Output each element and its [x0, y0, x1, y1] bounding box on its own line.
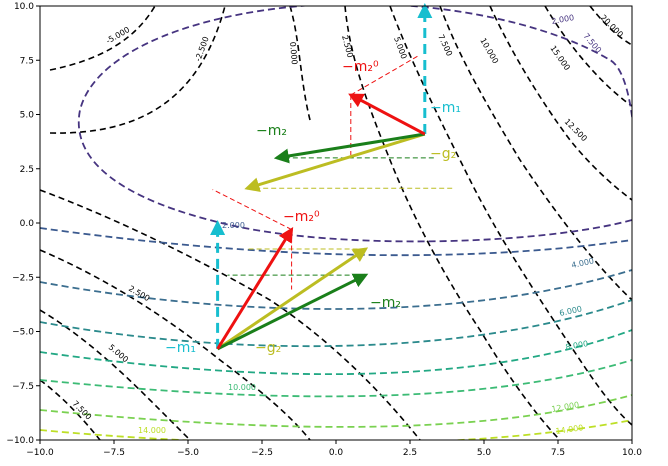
contour-color-6	[40, 359, 632, 398]
y-tick-label: −7.5	[12, 382, 34, 392]
x-tick-label: −7.5	[103, 448, 125, 458]
contour-label: 14.000	[138, 426, 166, 435]
contour-label: 12.500	[563, 117, 589, 143]
contour-label: 2.500	[127, 284, 151, 303]
y-tick-label: 7.5	[20, 56, 34, 66]
contour-black-9	[589, 6, 632, 46]
contour-labels-colored: 2.000 7.500 2.000 4.000 6.000 8.000 10.0…	[138, 13, 603, 436]
x-tick-label: −2.5	[251, 448, 273, 458]
upper-m2-arrow	[273, 132, 426, 164]
lower-m2-arrow	[216, 273, 369, 351]
x-tick-label: 0.0	[329, 448, 344, 458]
contour-black-8	[544, 6, 632, 107]
contour-color-4	[40, 299, 632, 348]
axis-ticks: −10.0 −10.0 −7.5 −7.5 −5.0 −5.0 −2.5 −2.5 0.0 0.0…	[6, 2, 642, 458]
contour-black-6	[439, 6, 632, 301]
contour-color-8	[40, 419, 632, 440]
contour-label: 10.000	[478, 37, 500, 66]
contour-label: 2.000	[551, 13, 575, 26]
lower-m20-arrow	[216, 226, 294, 350]
y-tick-label: 2.5	[20, 165, 34, 175]
label-lower-m1: −m₁	[165, 340, 196, 356]
contour-label: 5.000	[392, 36, 408, 61]
contour-black-10	[40, 189, 421, 440]
contour-label: 7.500	[436, 33, 454, 58]
y-tick-label: 0.0	[20, 219, 35, 229]
x-tick-label: 7.5	[551, 448, 565, 458]
contour-label: 8.000	[565, 339, 589, 352]
y-tick-label: −5.0	[12, 328, 34, 338]
label-upper-m2-0: −m₂⁰	[342, 59, 379, 75]
contour-label: -5.000	[105, 25, 132, 46]
x-tick-label: 5.0	[477, 448, 492, 458]
y-tick-label: −10.0	[6, 436, 34, 446]
colored-contours	[40, 6, 632, 440]
contour-color-5	[40, 329, 632, 376]
vector-labels: −m₂⁰ −m₁ −m₂ −g₂ −m₂⁰ −m₂ −m₁ −g₂	[165, 59, 461, 356]
contour-label: 14.000	[555, 423, 584, 436]
contour-label: 12.000	[551, 400, 580, 414]
upper-m20-guide-d	[350, 54, 421, 96]
contour-label: 0.000	[288, 41, 299, 65]
x-tick-label: 10.0	[622, 448, 642, 458]
y-tick-label: 10.0	[14, 2, 34, 12]
contour-label: 20.000	[599, 13, 625, 39]
contour-label: 10.000	[228, 383, 256, 392]
contour-color-2	[40, 227, 632, 257]
contour-black-11	[40, 249, 311, 440]
contour-label: 2.500	[340, 34, 355, 58]
vectors	[210, 3, 455, 351]
contour-label: 2.000	[222, 221, 245, 230]
contour-color-3	[40, 269, 632, 310]
contour-color-7	[40, 394, 632, 428]
contour-color-ellipse	[77, 6, 632, 243]
x-tick-label: 2.5	[403, 448, 417, 458]
upper-m20-arrow	[348, 93, 426, 136]
label-lower-m2-0: −m₂⁰	[283, 209, 320, 225]
label-lower-m2: −m₂	[370, 295, 401, 311]
y-tick-label: −2.5	[12, 273, 34, 283]
lower-m20-guide-d	[212, 189, 292, 230]
lower-g2-arrow	[216, 247, 369, 351]
contour-black-4	[344, 6, 561, 440]
contour-black-7	[489, 6, 632, 201]
label-upper-m2: −m₂	[256, 123, 287, 139]
y-tick-label: 5.0	[20, 111, 35, 121]
label-upper-g2: −g₂	[430, 146, 456, 162]
contour-label: 4.000	[571, 256, 595, 270]
upper-g2-arrow	[244, 132, 426, 192]
contour-black-13	[40, 379, 101, 440]
x-tick-label: −5.0	[177, 448, 199, 458]
contour-label: 15.000	[548, 44, 571, 72]
x-tick-label: −10.0	[26, 448, 54, 458]
contour-black-12	[40, 309, 191, 440]
label-lower-g2: −g₂	[255, 340, 281, 356]
contour-black-2	[49, 6, 226, 134]
contour-black-1	[49, 6, 156, 71]
black-contours	[40, 6, 632, 440]
label-upper-m1: −m₁	[430, 100, 461, 116]
contour-label: -2.500	[193, 35, 210, 62]
contour-black-3	[289, 6, 311, 121]
